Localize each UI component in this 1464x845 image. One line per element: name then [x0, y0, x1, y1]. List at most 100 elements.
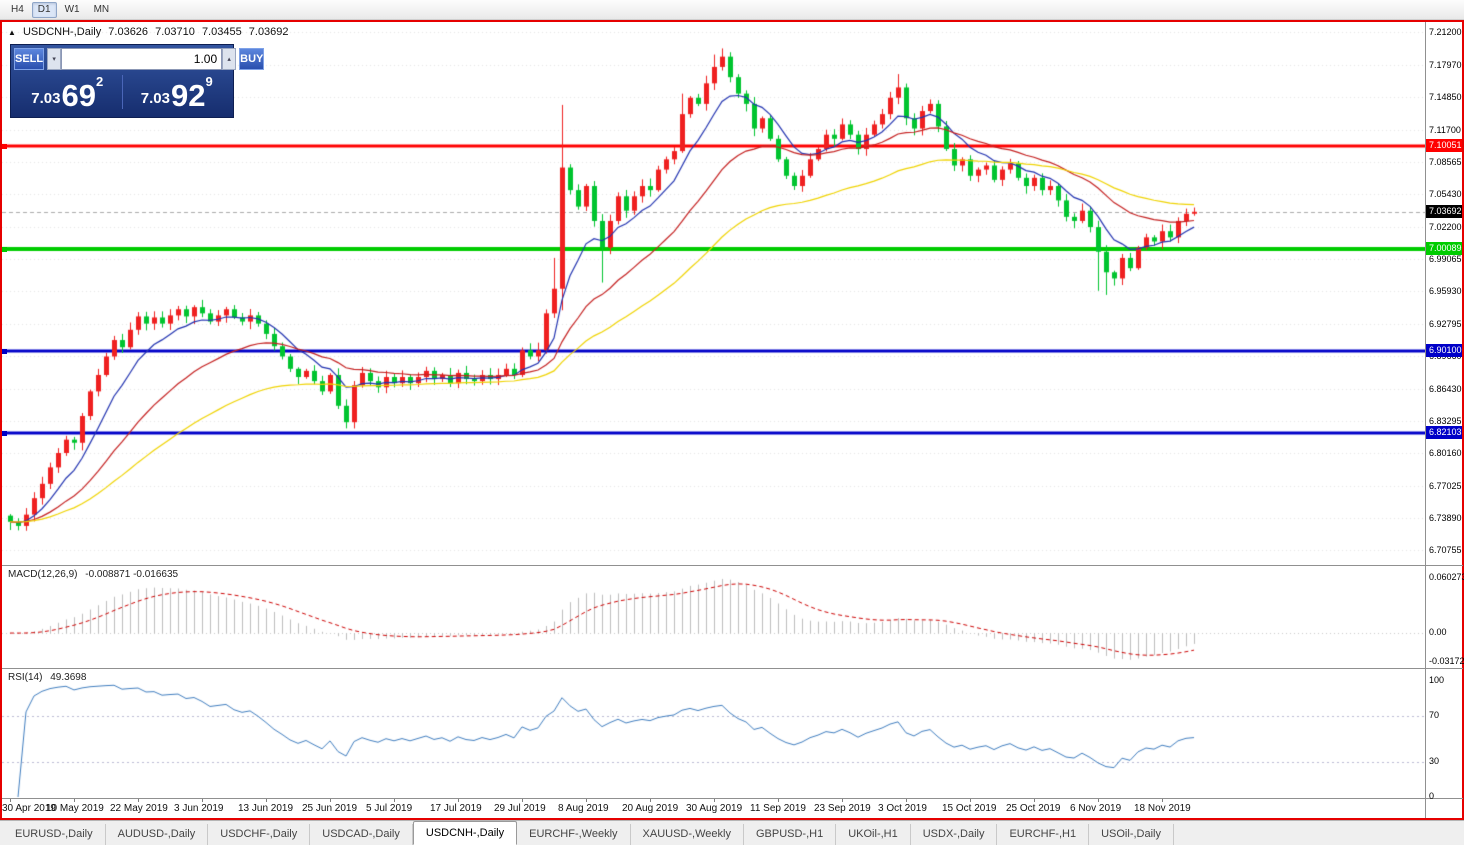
hline-edge-markers	[2, 22, 8, 818]
date-axis-label: 30 Aug 2019	[686, 803, 743, 814]
date-axis-label: 20 Aug 2019	[622, 803, 679, 814]
price-line-badge: 7.00089	[1426, 241, 1462, 255]
chart-tab-usdchf-daily[interactable]: USDCHF-,Daily	[208, 824, 311, 845]
collapse-icon[interactable]: ▲	[8, 28, 16, 37]
date-axis-label: 11 Sep 2019	[750, 803, 806, 814]
date-axis-tick	[394, 799, 395, 802]
timeframe-button-mn[interactable]: MN	[93, 4, 110, 15]
date-axis-label: 10 May 2019	[46, 803, 104, 814]
macd-scale-label: 0.060273	[1429, 572, 1464, 582]
price-scale-label: 6.73890	[1429, 512, 1462, 523]
chart-tab-eurusd-daily[interactable]: EURUSD-,Daily	[3, 824, 106, 845]
date-axis-label: 5 Jul 2019	[366, 803, 413, 814]
macd-name: MACD(12,26,9)	[8, 569, 78, 580]
chart-tab-usoil-daily[interactable]: USOil-,Daily	[1089, 824, 1174, 845]
date-axis-label: 17 Jul 2019	[430, 803, 482, 814]
buy-button[interactable]: BUY	[239, 48, 265, 70]
date-axis-tick	[1162, 799, 1163, 802]
macd-scale-label: 0.00	[1429, 627, 1447, 638]
sell-price-prefix: 7.03	[31, 90, 61, 107]
price-scale[interactable]: 7.21200 7.17970 7.14850 7.11700 7.08565 7.054…	[1425, 22, 1464, 818]
date-axis-label: 29 Jul 2019	[494, 803, 546, 814]
rsi-value: 49.3698	[50, 672, 87, 683]
chart-tab-usdcnh-daily[interactable]: USDCNH-,Daily	[412, 821, 518, 845]
date-axis-tick	[10, 799, 11, 802]
chart-tab-usdcad-daily[interactable]: USDCAD-,Daily	[310, 824, 413, 845]
volume-increase-icon[interactable]: ▴	[222, 48, 237, 70]
chart-tab-ukoil-h1[interactable]: UKOil-,H1	[836, 824, 911, 845]
timeframe-button-w1[interactable]: W1	[64, 4, 80, 15]
date-axis-tick	[522, 799, 523, 802]
hline-edge-marker	[2, 431, 7, 437]
ohlc-low: 7.03455	[201, 26, 242, 38]
price-chart-canvas[interactable]	[2, 22, 1425, 565]
macd-canvas[interactable]	[2, 566, 1425, 668]
chart-tab-xauusd-weekly[interactable]: XAUUSD-,Weekly	[631, 824, 744, 845]
chart-title: ▲ USDCNH-,Daily 7.03626 7.03710 7.03455 …	[8, 26, 293, 38]
date-axis-tick	[138, 799, 139, 802]
date-axis-tick	[906, 799, 907, 802]
rsi-panel: RSI(14) 49.3698	[2, 668, 1425, 798]
chart-tab-eurchf-h1[interactable]: EURCHF-,H1	[997, 824, 1090, 845]
date-axis-tick	[458, 799, 459, 802]
price-scale-label: 7.14850	[1429, 92, 1462, 103]
chart-tab-audusd-daily[interactable]: AUDUSD-,Daily	[106, 824, 209, 845]
price-scale-label: 7.11700	[1429, 124, 1461, 135]
macd-values: -0.008871 -0.016635	[85, 569, 179, 580]
price-chart-panel: ▲ USDCNH-,Daily 7.03626 7.03710 7.03455 …	[2, 22, 1425, 565]
date-axis-label: 8 Aug 2019	[558, 803, 609, 814]
price-scale-label: 7.17970	[1429, 60, 1462, 71]
ohlc-close: 7.03692	[248, 26, 289, 38]
volume-input[interactable]	[61, 48, 223, 70]
current-price-badge: 7.03692	[1426, 204, 1462, 218]
panel-separator	[1426, 565, 1463, 566]
timeframe-button-h4[interactable]: H4	[11, 4, 24, 15]
buy-price-display[interactable]: 7.03 92 9	[124, 70, 231, 114]
ohlc-high: 7.03710	[155, 26, 195, 38]
timeframe-button-d1[interactable]: D1	[31, 1, 57, 18]
price-scale-label: 7.08565	[1429, 156, 1462, 167]
chart-window: ▲ USDCNH-,Daily 7.03626 7.03710 7.03455 …	[0, 20, 1464, 820]
price-scale-label: 6.92795	[1429, 318, 1462, 329]
buy-price-big: 92	[170, 78, 206, 113]
hline-edge-marker	[2, 349, 7, 355]
price-scale-label: 6.80160	[1429, 448, 1462, 459]
date-axis-label: 3 Jun 2019	[174, 803, 224, 814]
chart-tab-bar: EURUSD-,Daily AUDUSD-,Daily USDCHF-,Daily U…	[0, 820, 1464, 845]
rsi-label: RSI(14) 49.3698	[8, 672, 91, 683]
price-scale-label: 6.95930	[1429, 286, 1462, 297]
buy-price-sup: 9	[205, 74, 213, 89]
date-axis-tick	[1098, 799, 1099, 802]
rsi-scale-label: 100	[1429, 675, 1445, 685]
sell-button[interactable]: SELL	[14, 48, 45, 70]
volume-decrease-icon[interactable]: ▾	[47, 48, 62, 70]
price-scale-label: 6.83295	[1429, 416, 1462, 427]
chart-tab-gbpusd-h1[interactable]: GBPUSD-,H1	[744, 824, 837, 845]
price-scale-label: 6.86430	[1429, 384, 1462, 395]
panel-separator	[1426, 668, 1463, 669]
date-axis-tick	[970, 799, 971, 802]
date-axis-label: 3 Oct 2019	[878, 803, 927, 814]
sell-price-display[interactable]: 7.03 69 2	[14, 70, 121, 114]
date-axis-tick	[842, 799, 843, 802]
price-scale-label: 7.21200	[1429, 27, 1462, 37]
hline-edge-marker	[2, 144, 7, 150]
chart-tab-eurchf-weekly[interactable]: EURCHF-,Weekly	[517, 824, 631, 845]
macd-scale-label: -0.031725	[1429, 656, 1464, 666]
price-scale-label: 6.99065	[1429, 254, 1462, 265]
price-scale-label: 7.05430	[1429, 188, 1462, 199]
price-line-badge: 6.82103	[1426, 426, 1462, 440]
one-click-trade-panel: SELL ▾ ▴ BUY 7.03 69 2 7.03 92 9	[10, 44, 265, 118]
date-axis-label: 18 Nov 2019	[1134, 803, 1191, 814]
date-axis-label: 13 Jun 2019	[238, 803, 294, 814]
rsi-canvas[interactable]	[2, 669, 1425, 798]
rsi-scale-label: 70	[1429, 709, 1440, 720]
chart-tab-usdx-daily[interactable]: USDX-,Daily	[911, 824, 998, 845]
date-axis[interactable]: 30 Apr 2019 10 May 2019 22 May 2019 3 Jun 2…	[2, 798, 1462, 818]
price-scale-label: 6.70755	[1429, 545, 1462, 555]
sell-price-sup: 2	[95, 74, 104, 89]
buy-price-prefix: 7.03	[140, 90, 170, 107]
date-axis-label: 30 Apr 2019	[2, 803, 56, 814]
date-axis-label: 25 Oct 2019	[1006, 803, 1061, 814]
